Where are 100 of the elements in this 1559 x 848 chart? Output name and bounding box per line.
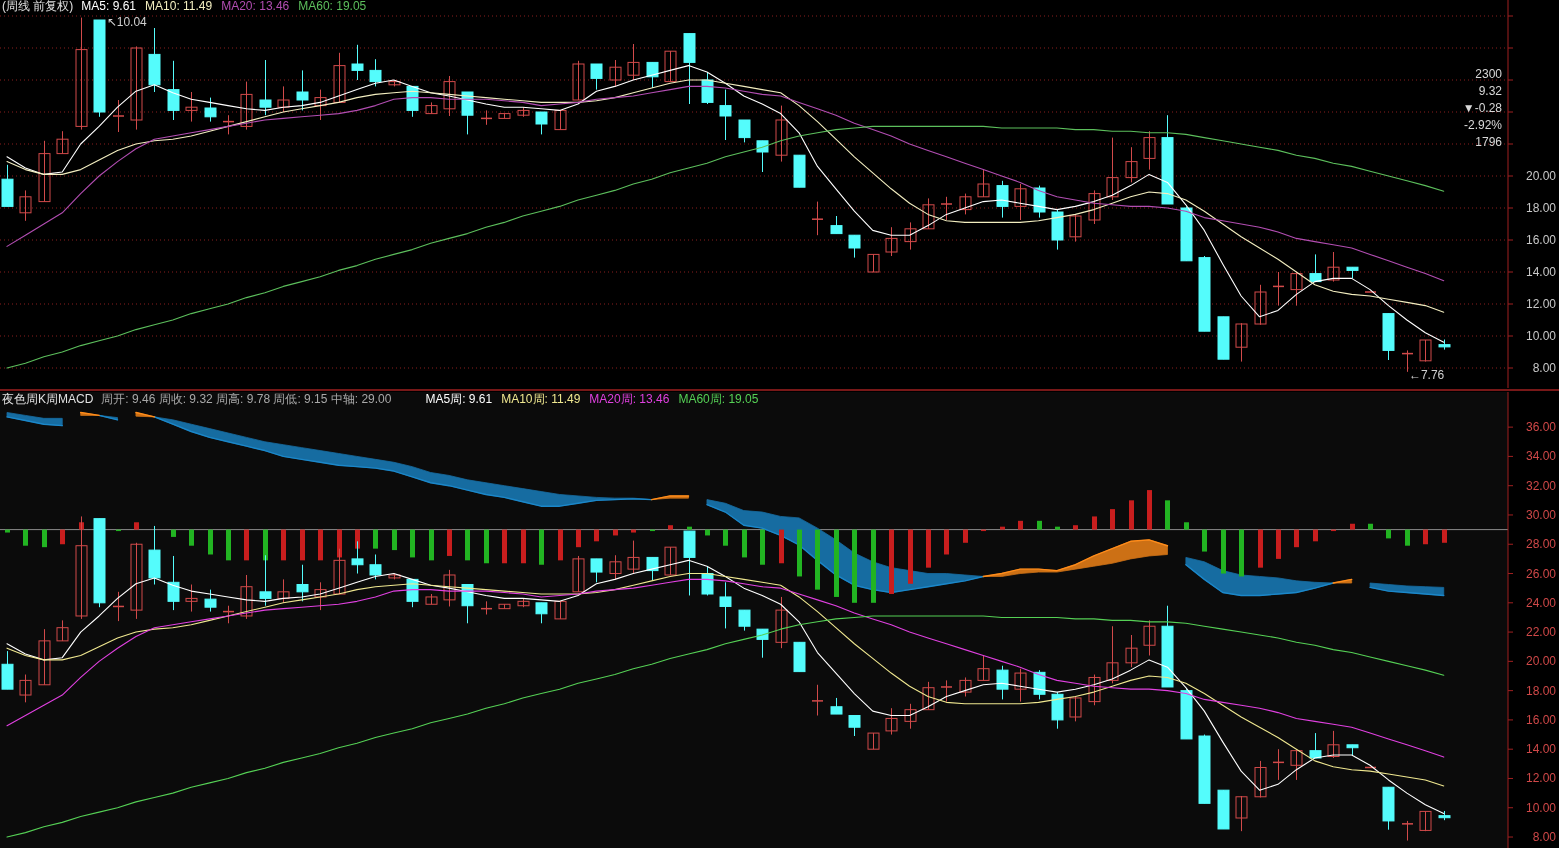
candlestick xyxy=(848,234,861,259)
candlestick xyxy=(185,91,198,123)
candlestick xyxy=(627,43,640,81)
y-tick-label: 8.00 xyxy=(1532,830,1557,845)
candlestick xyxy=(959,676,972,697)
bar xyxy=(1165,500,1170,530)
candlestick xyxy=(812,684,823,717)
text: -2.92% xyxy=(1463,118,1503,132)
bar xyxy=(171,529,176,537)
bar xyxy=(337,529,342,558)
candlestick xyxy=(369,553,382,580)
candlestick xyxy=(590,558,603,583)
candlestick xyxy=(19,674,32,703)
bar xyxy=(815,529,820,590)
candlestick xyxy=(904,703,917,730)
bar xyxy=(889,529,894,595)
bar xyxy=(779,529,784,564)
candlestick xyxy=(296,564,309,602)
candlestick xyxy=(1106,137,1119,201)
bar xyxy=(1037,520,1042,530)
bar xyxy=(23,529,28,546)
bar xyxy=(1073,525,1078,530)
candlestick xyxy=(609,554,622,580)
text: MA10: 11.49 xyxy=(145,0,213,13)
candlestick xyxy=(1327,730,1340,759)
candlestick xyxy=(1254,760,1267,798)
candlestick xyxy=(185,584,198,613)
y-tick-label: 24.00 xyxy=(1525,595,1557,610)
candlestick xyxy=(369,58,382,87)
text: MA20周: 13.46 xyxy=(589,392,670,406)
text: 9.32 xyxy=(1478,84,1503,98)
candlestick xyxy=(1069,695,1082,722)
candlestick xyxy=(1125,146,1138,183)
candlestick xyxy=(646,61,659,89)
chart-title: (周线 前复权) xyxy=(2,0,74,13)
bar xyxy=(742,529,747,558)
candlestick xyxy=(167,60,180,121)
bar xyxy=(760,529,765,565)
bar xyxy=(1018,520,1023,530)
bar xyxy=(1368,523,1373,530)
candlestick xyxy=(314,581,327,611)
bar xyxy=(318,529,323,561)
bar xyxy=(1092,516,1097,530)
bar xyxy=(521,529,526,564)
candlestick xyxy=(885,707,898,736)
candlestick xyxy=(1235,795,1248,832)
bar xyxy=(392,529,397,551)
bar xyxy=(1184,522,1189,530)
bar xyxy=(1294,529,1299,548)
bar xyxy=(1386,529,1391,539)
bar xyxy=(594,529,599,542)
candlestick xyxy=(443,75,456,117)
candlestick xyxy=(977,655,990,681)
y-tick-label: 12.00 xyxy=(1525,297,1557,311)
bar xyxy=(263,529,268,561)
bar xyxy=(576,529,581,548)
candlestick xyxy=(535,602,548,624)
bar xyxy=(226,529,231,561)
y-tick-label: 28.00 xyxy=(1525,537,1557,552)
candlestick xyxy=(738,609,751,632)
candlestick xyxy=(425,101,438,115)
bar xyxy=(871,529,876,603)
text: MA60周: 19.05 xyxy=(678,392,759,406)
candlestick xyxy=(56,130,69,155)
candlestick xyxy=(130,542,143,620)
y-tick-label: 12.00 xyxy=(1525,771,1557,786)
candlestick xyxy=(1088,189,1101,225)
candlestick xyxy=(941,196,952,221)
bar xyxy=(1147,490,1152,530)
bar xyxy=(189,529,194,546)
candlestick xyxy=(56,619,69,642)
candlestick xyxy=(701,565,714,596)
candlestick xyxy=(1290,748,1303,781)
candlestick xyxy=(1106,625,1119,684)
bar xyxy=(1313,529,1318,542)
bar xyxy=(300,529,305,561)
candlestick xyxy=(867,732,880,750)
y-tick-label: 18.00 xyxy=(1525,683,1557,698)
candlestick xyxy=(775,105,788,163)
candlestick xyxy=(1014,668,1027,703)
candlestick xyxy=(1254,284,1267,326)
bar xyxy=(1258,529,1263,568)
bar xyxy=(539,529,544,565)
line-series xyxy=(6,615,1445,838)
candlestick xyxy=(1125,634,1138,668)
y-tick-label: 20.00 xyxy=(1525,169,1557,183)
bar xyxy=(1442,529,1447,543)
candlestick xyxy=(240,81,253,131)
bar xyxy=(1423,529,1428,545)
y-tick-label: 16.00 xyxy=(1525,712,1557,727)
candlestick xyxy=(314,89,327,121)
bar xyxy=(1239,529,1244,577)
bar xyxy=(355,529,360,549)
candlestick xyxy=(627,540,640,575)
bar xyxy=(1129,500,1134,530)
bar xyxy=(797,529,802,577)
candlestick xyxy=(664,546,677,576)
bar xyxy=(410,529,415,558)
bar xyxy=(908,529,913,584)
candlestick xyxy=(1309,253,1322,283)
